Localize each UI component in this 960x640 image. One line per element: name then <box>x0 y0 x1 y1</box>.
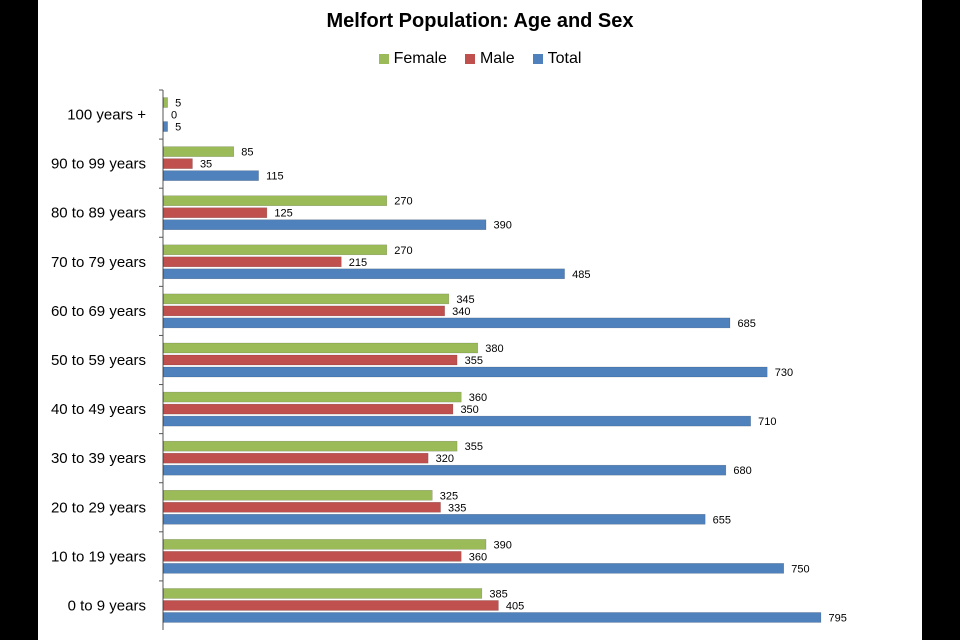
legend-label-male: Male <box>479 50 515 67</box>
data-label-female-80-to-89-years: 270 <box>394 196 412 208</box>
data-label-total-0-to-9-years: 795 <box>828 612 846 624</box>
data-label-male-70-to-79-years: 215 <box>349 257 367 269</box>
data-label-male-100-years: 0 <box>171 110 177 122</box>
bar-total-60-to-69-years <box>163 317 731 329</box>
bar-total-40-to-49-years <box>163 415 751 427</box>
bar-male-80-to-89-years <box>163 207 268 218</box>
data-label-male-10-to-19-years: 360 <box>469 551 487 563</box>
legend-swatch-female <box>378 54 389 64</box>
data-label-total-90-to-99-years: 115 <box>266 171 284 183</box>
data-label-female-90-to-99-years: 85 <box>241 147 253 159</box>
bar-male-10-to-19-years <box>163 551 462 562</box>
category-label-90-to-99-years: 90 to 99 years <box>51 156 146 173</box>
data-label-male-0-to-9-years: 405 <box>506 600 524 612</box>
data-label-female-30-to-39-years: 355 <box>465 441 483 453</box>
data-label-male-60-to-69-years: 340 <box>452 306 470 318</box>
bar-male-60-to-69-years <box>163 305 445 317</box>
data-label-total-60-to-69-years: 685 <box>737 318 755 330</box>
chart-legend: Female Male Total <box>38 50 922 68</box>
bar-male-70-to-79-years <box>163 256 342 268</box>
bar-female-100-years <box>163 97 168 108</box>
bar-total-80-to-89-years <box>163 219 487 230</box>
category-label-70-to-79-years: 70 to 79 years <box>51 254 146 271</box>
bar-total-90-to-99-years <box>163 170 259 181</box>
bar-male-0-to-9-years <box>163 600 499 611</box>
bar-female-80-to-89-years <box>163 195 388 206</box>
bar-chart-plot: 100 years + 505 90 to 99 years 85 35 115 80 to… <box>51 89 847 630</box>
data-label-male-80-to-89-years: 125 <box>274 208 292 220</box>
data-label-male-20-to-29-years: 335 <box>448 502 466 514</box>
bar-total-70-to-79-years <box>163 268 565 280</box>
bar-female-30-to-39-years <box>163 440 458 452</box>
bar-total-50-to-59-years <box>163 366 768 378</box>
category-label-40-to-49-years: 40 to 49 years <box>51 401 146 418</box>
data-label-male-30-to-39-years: 320 <box>436 453 454 465</box>
legend-item-female: Female <box>378 50 447 68</box>
data-label-female-0-to-9-years: 385 <box>489 588 507 600</box>
category-label-30-to-39-years: 30 to 39 years <box>51 450 146 467</box>
data-label-female-60-to-69-years: 345 <box>456 294 474 306</box>
data-label-total-30-to-39-years: 680 <box>733 465 751 477</box>
legend-swatch-total <box>532 54 543 64</box>
legend-label-female: Female <box>393 50 447 67</box>
category-label-80-to-89-years: 80 to 89 years <box>51 205 146 222</box>
bar-total-30-to-39-years <box>163 464 727 476</box>
category-label-0-to-9-years: 0 to 9 years <box>68 597 146 614</box>
bar-female-0-to-9-years <box>163 588 483 599</box>
legend-swatch-male <box>464 54 475 64</box>
legend-label-total: Total <box>547 50 582 67</box>
chart-title: Melfort Population: Age and Sex <box>326 10 634 32</box>
data-label-female-10-to-19-years: 390 <box>494 539 512 551</box>
data-label-female-50-to-59-years: 380 <box>485 343 503 355</box>
bar-male-40-to-49-years <box>163 403 454 415</box>
bar-female-90-to-99-years <box>163 146 235 157</box>
bar-male-50-to-59-years <box>163 354 458 366</box>
data-label-female-70-to-79-years: 270 <box>394 245 412 257</box>
bar-total-10-to-19-years <box>163 563 784 574</box>
bar-female-70-to-79-years <box>163 244 388 256</box>
bar-total-0-to-9-years <box>163 612 822 623</box>
bar-female-10-to-19-years <box>163 539 487 550</box>
category-label-20-to-29-years: 20 to 29 years <box>51 499 146 516</box>
bar-female-40-to-49-years <box>163 391 462 403</box>
data-label-male-40-to-49-years: 350 <box>460 404 478 416</box>
category-label-50-to-59-years: 50 to 59 years <box>51 352 146 369</box>
data-label-total-100-years: 5 <box>175 122 181 134</box>
data-label-male-50-to-59-years: 355 <box>465 355 483 367</box>
data-label-total-40-to-49-years: 710 <box>758 416 776 428</box>
data-label-total-50-to-59-years: 730 <box>775 367 793 379</box>
data-label-male-90-to-99-years: 35 <box>200 159 212 171</box>
data-label-total-70-to-79-years: 485 <box>572 269 590 281</box>
data-label-total-20-to-29-years: 655 <box>713 514 731 526</box>
category-label-100-years: 100 years + <box>67 107 146 124</box>
legend-item-total: Total <box>532 50 582 68</box>
bar-male-90-to-99-years <box>163 158 193 169</box>
data-label-female-40-to-49-years: 360 <box>469 392 487 404</box>
category-label-10-to-19-years: 10 to 19 years <box>51 548 146 565</box>
bar-female-60-to-69-years <box>163 293 450 305</box>
data-label-female-100-years: 5 <box>175 98 181 110</box>
bar-female-50-to-59-years <box>163 342 479 354</box>
category-label-60-to-69-years: 60 to 69 years <box>51 303 146 320</box>
bar-total-20-to-29-years <box>163 514 706 525</box>
bar-male-30-to-39-years <box>163 452 429 464</box>
chart-panel: Melfort Population: Age and Sex Female M… <box>38 0 922 640</box>
legend-item-male: Male <box>464 50 515 68</box>
data-label-female-20-to-29-years: 325 <box>440 490 458 502</box>
bar-male-20-to-29-years <box>163 502 441 513</box>
bar-female-20-to-29-years <box>163 490 433 501</box>
bar-total-100-years <box>163 121 168 132</box>
data-label-total-80-to-89-years: 390 <box>494 220 512 232</box>
data-label-total-10-to-19-years: 750 <box>791 563 809 575</box>
